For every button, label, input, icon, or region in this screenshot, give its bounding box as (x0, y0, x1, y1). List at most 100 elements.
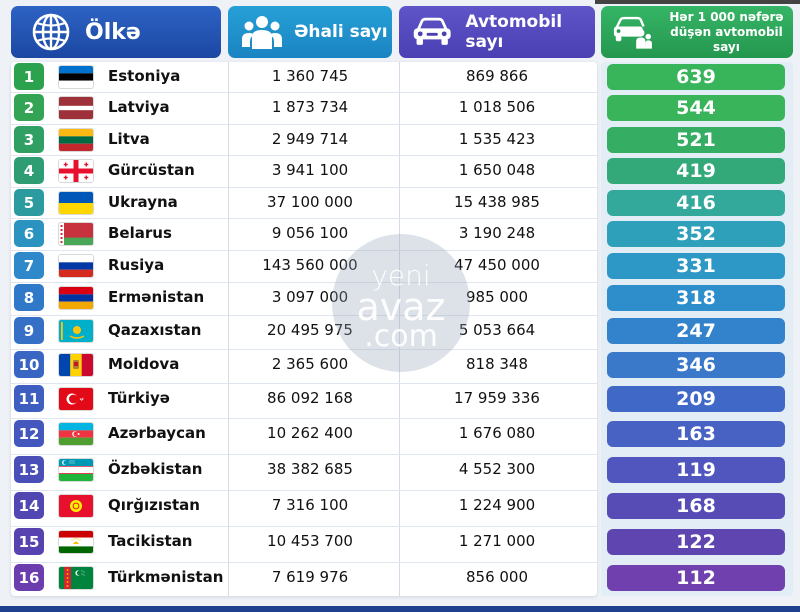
rank-badge: 10 (14, 351, 44, 378)
population-value: 3 941 100 (271, 161, 349, 179)
globe-icon (32, 13, 70, 51)
population-value: 143 560 000 (262, 256, 358, 274)
population-value: 3 097 000 (271, 288, 349, 306)
row-separator (11, 490, 597, 491)
table-row: 4 Gürcüstan 3 941 100 1 650 048 419 (11, 155, 793, 187)
rank-badge: 8 (14, 284, 44, 311)
rank-badge: 12 (14, 420, 44, 447)
cars-value: 47 450 000 (454, 256, 540, 274)
table-row: 8 Ermənistan 3 097 000 985 000 318 (11, 282, 793, 314)
per-1000-value: 122 (607, 529, 785, 555)
population-value: 1 360 745 (271, 67, 349, 85)
population-value: 86 092 168 (267, 389, 353, 407)
row-separator (11, 282, 597, 283)
header-cars: Avtomobil sayı (399, 6, 595, 58)
per-1000-value: 521 (607, 127, 785, 153)
per-1000-value: 209 (607, 386, 785, 412)
country-name: Qazaxıstan (108, 321, 202, 339)
population-value: 37 100 000 (267, 193, 353, 211)
per-1000-value: 639 (607, 64, 785, 90)
watermark-text-3: .com (364, 319, 438, 354)
rank-badge: 14 (14, 492, 44, 519)
table-row: 14 Qırğızıstan 7 316 100 1 224 900 168 (11, 490, 793, 522)
per-1000-value: 112 (607, 565, 785, 591)
cars-value: 856 000 (465, 568, 529, 586)
rank-badge: 6 (14, 220, 44, 247)
per-1000-value: 318 (607, 285, 785, 311)
table-row: 3 Litva 2 949 714 1 535 423 521 (11, 124, 793, 156)
population-value: 9 056 100 (271, 224, 349, 242)
table-row: 12 Azərbaycan 10 262 400 1 676 080 163 (11, 418, 793, 450)
per-1000-value: 168 (607, 493, 785, 519)
header-cars-label: Avtomobil sayı (465, 12, 563, 52)
country-name: Qırğızıstan (108, 496, 200, 514)
rank-badge: 11 (14, 385, 44, 412)
cars-value: 985 000 (465, 288, 529, 306)
table-row: 7 Rusiya 143 560 000 47 450 000 331 (11, 250, 793, 282)
country-name: Belarus (108, 224, 172, 242)
tajikistan-flag (59, 531, 93, 553)
armenia-flag (59, 287, 93, 309)
top-edge-strip (595, 0, 800, 4)
header-population: Əhali sayı (228, 6, 392, 58)
population-value: 2 365 600 (271, 355, 349, 373)
rank-badge: 4 (14, 157, 44, 184)
population-value: 38 382 685 (267, 460, 353, 478)
cars-value: 1 271 000 (458, 532, 536, 550)
ukraine-flag (59, 192, 93, 214)
country-name: Ukrayna (108, 193, 178, 211)
lithuania-flag (59, 129, 93, 151)
cars-value: 1 650 048 (458, 161, 536, 179)
column-divider (399, 62, 400, 596)
country-name: Moldova (108, 355, 180, 373)
cars-value: 15 438 985 (454, 193, 540, 211)
row-separator (11, 250, 597, 251)
row-separator (11, 92, 597, 93)
population-value: 20 495 975 (267, 321, 353, 339)
per-1000-value: 416 (607, 190, 785, 216)
country-name: Gürcüstan (108, 161, 195, 179)
car-family-icon (613, 16, 652, 49)
uzbekistan-flag (59, 459, 93, 481)
header-country-label: Ölkə (85, 19, 141, 45)
moldova-flag (59, 354, 93, 376)
per-1000-value: 544 (607, 95, 785, 121)
population-value: 1 873 734 (271, 98, 349, 116)
rank-badge: 13 (14, 456, 44, 483)
row-separator (11, 454, 597, 455)
georgia-flag (59, 160, 93, 182)
estonia-flag (59, 66, 93, 88)
population-value: 10 262 400 (267, 424, 353, 442)
header-population-label: Əhali sayı (294, 22, 388, 42)
row-separator (11, 383, 597, 384)
population-value: 2 949 714 (271, 130, 349, 148)
cars-value: 1 535 423 (458, 130, 536, 148)
watermark-circle (332, 234, 470, 372)
turkmenistan-flag (59, 567, 93, 589)
cars-value: 17 959 336 (454, 389, 540, 407)
car-icon (413, 17, 451, 45)
cars-value: 4 552 300 (458, 460, 536, 478)
cars-value: 3 190 248 (458, 224, 536, 242)
country-name: Tacikistan (108, 532, 193, 550)
table-row: 6 Belarus 9 056 100 3 190 248 352 (11, 218, 793, 250)
per-1000-value: 346 (607, 352, 785, 378)
kyrgyzstan-flag (59, 495, 93, 517)
population-value: 10 453 700 (267, 532, 353, 550)
row-separator (11, 124, 597, 125)
table-row: 11 Türkiyə 86 092 168 17 959 336 209 (11, 383, 793, 415)
header-per-1000: Hər 1 000 nəfərə düşən avtomobil sayı (601, 6, 793, 58)
row-separator (11, 562, 597, 563)
row-separator (11, 526, 597, 527)
header-per-label-line2: düşən avtomobil sayı (670, 24, 783, 54)
table-row: 1 Estoniya 1 360 745 869 866 639 (11, 61, 793, 93)
rank-badge: 5 (14, 189, 44, 216)
row-separator (11, 155, 597, 156)
people-icon (242, 16, 282, 49)
rank-badge: 2 (14, 94, 44, 121)
azerbaijan-flag (59, 423, 93, 445)
table-row: 10 Moldova 2 365 600 818 348 346 (11, 349, 793, 381)
header-per-label: Hər 1 000 nəfərə düşən avtomobil sayı (660, 10, 793, 55)
table-row: 5 Ukrayna 37 100 000 15 438 985 416 (11, 187, 793, 219)
